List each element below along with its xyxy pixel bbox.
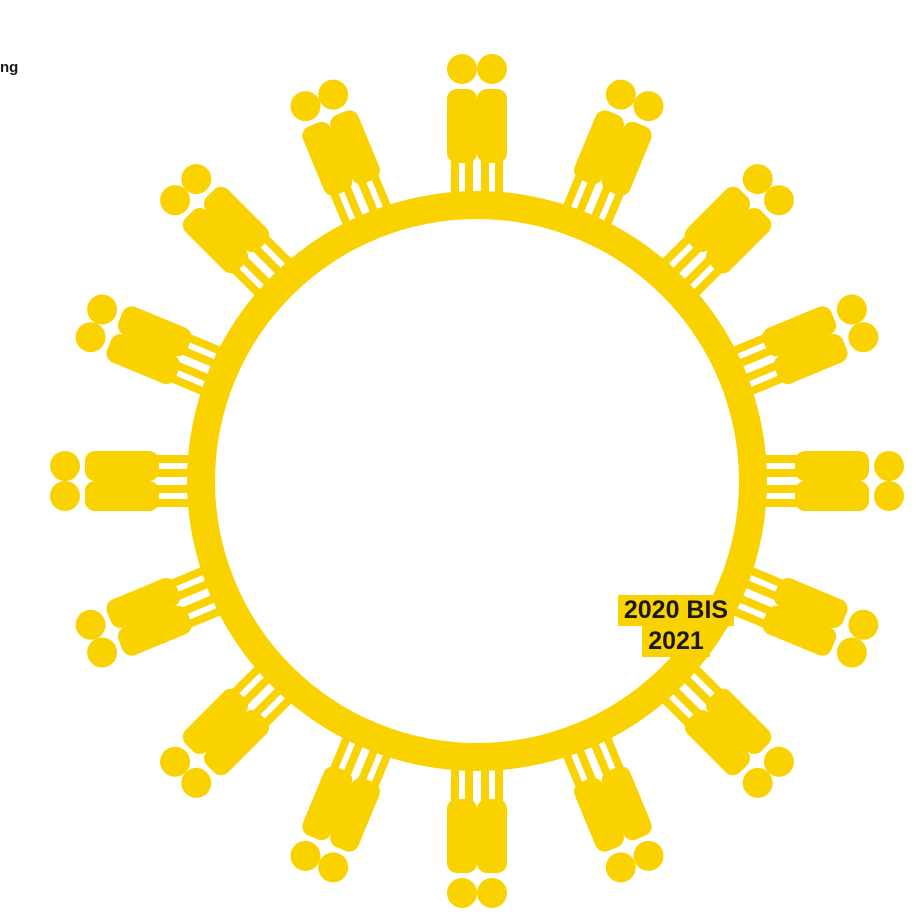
person-icon (181, 164, 296, 278)
person-icon (477, 763, 507, 908)
person-icon (50, 481, 195, 511)
person-icon (739, 565, 879, 640)
person-pair-icon (658, 662, 794, 798)
person-icon (50, 451, 195, 481)
person-icon (759, 481, 904, 511)
person-icon (447, 763, 477, 908)
person-pair-icon (561, 732, 664, 883)
person-icon (589, 91, 664, 230)
person-pair-icon (160, 164, 296, 300)
person-pair-icon (50, 451, 195, 511)
person-icon (477, 54, 507, 199)
year-label-line-1: 2020 BIS (617, 595, 735, 626)
person-icon (87, 294, 226, 369)
person-icon (75, 322, 215, 397)
person-pair-icon (759, 451, 904, 511)
year-label-line-2: 2021 (642, 626, 710, 657)
person-icon (658, 684, 773, 798)
person-icon (658, 164, 773, 278)
person-pair-icon (290, 732, 393, 883)
person-pair-icon (75, 294, 226, 397)
ring-hole (215, 219, 739, 743)
person-icon (75, 565, 215, 640)
person-pair-icon (728, 565, 879, 668)
person-icon (739, 322, 879, 397)
person-pair-icon (447, 763, 507, 908)
person-icon (318, 79, 393, 219)
person-icon (589, 732, 664, 871)
person-pair-icon (447, 54, 507, 199)
person-icon (759, 451, 904, 481)
person-icon (160, 662, 274, 777)
person-pair-icon (75, 565, 226, 668)
person-icon (87, 593, 226, 668)
person-pair-icon (728, 294, 879, 397)
person-icon (447, 54, 477, 199)
person-icon (561, 79, 636, 219)
person-icon (160, 185, 274, 300)
person-icon (290, 732, 365, 871)
person-pair-icon (658, 164, 794, 300)
cropped-heading-text: ng (0, 59, 19, 76)
person-pair-icon (290, 79, 393, 230)
person-pair-icon (160, 662, 296, 798)
person-icon (290, 91, 365, 230)
year-range-label: 2020 BIS 2021 (604, 595, 748, 657)
person-icon (728, 593, 867, 668)
person-icon (181, 684, 296, 798)
person-icon (680, 185, 794, 300)
person-icon (318, 743, 393, 883)
person-icon (561, 743, 636, 883)
figure-group (50, 54, 904, 908)
person-icon (728, 294, 867, 369)
person-pair-icon (561, 79, 664, 230)
person-icon (680, 662, 794, 777)
